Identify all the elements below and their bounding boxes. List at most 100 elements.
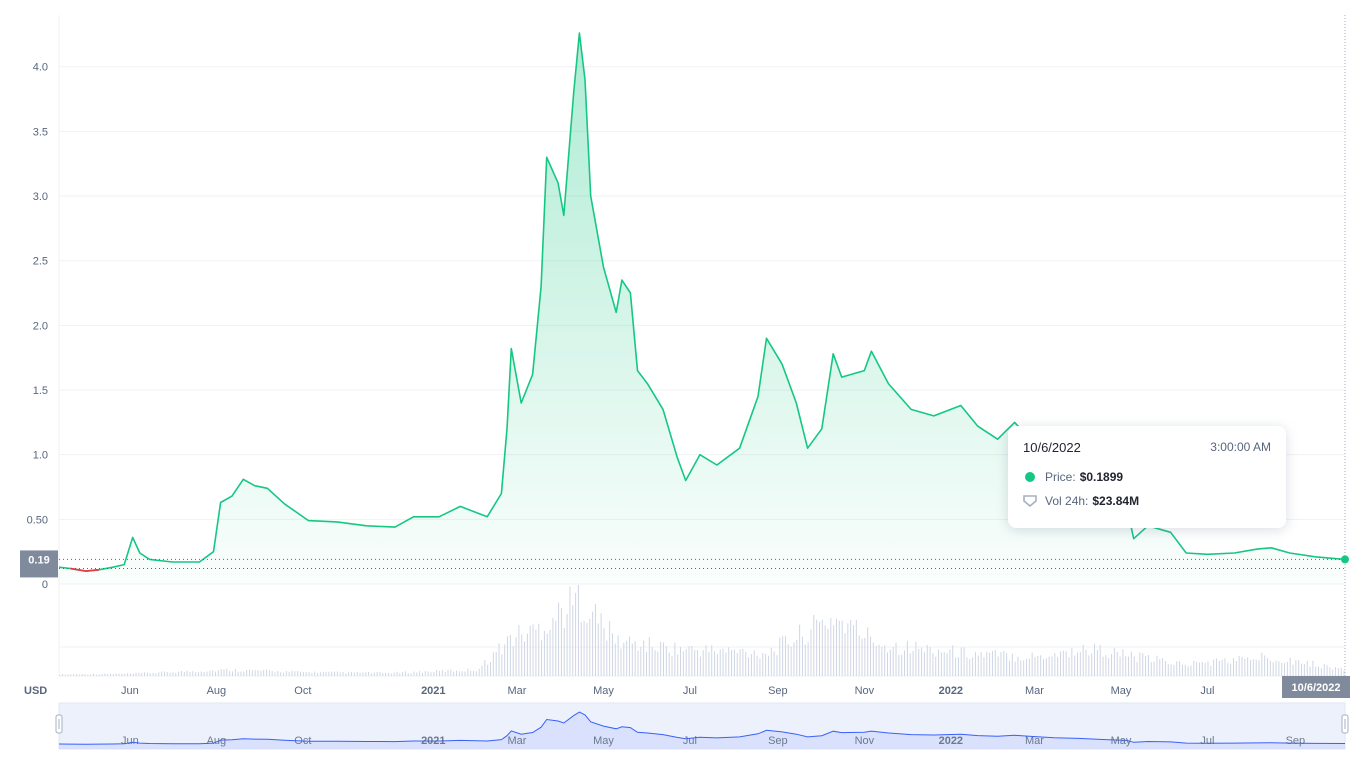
volume-bar xyxy=(640,646,642,676)
volume-bar xyxy=(308,672,310,676)
volume-bar xyxy=(254,670,256,676)
volume-bar xyxy=(283,672,285,676)
volume-bar xyxy=(685,649,687,676)
volume-bar xyxy=(498,643,500,676)
volume-bar xyxy=(750,654,752,676)
volume-bar xyxy=(827,628,829,676)
volume-bar xyxy=(251,670,253,676)
volume-bar xyxy=(895,642,897,676)
volume-bar xyxy=(319,672,321,676)
navigator[interactable]: Jun Aug Oct 2021 Mar May Jul Sep Nov 2022 Mar May Ju… xyxy=(55,702,1349,750)
navigator-tick-label: 2021 xyxy=(421,735,445,747)
volume-bar xyxy=(546,633,548,676)
volume-bar xyxy=(745,651,747,676)
volume-bar xyxy=(467,668,469,676)
volume-bar xyxy=(716,654,718,676)
volume-bar xyxy=(623,642,625,676)
volume-bar xyxy=(611,633,613,676)
volume-bar xyxy=(1085,649,1087,676)
volume-bar xyxy=(214,671,216,676)
volume-bar xyxy=(736,652,738,676)
volume-bar xyxy=(98,674,100,676)
volume-bar xyxy=(104,673,106,676)
volume-bar xyxy=(563,628,565,676)
volume-bar xyxy=(643,640,645,676)
volume-bar xyxy=(101,674,103,676)
volume-bar xyxy=(365,672,367,676)
volume-bar xyxy=(1028,658,1030,676)
volume-bar xyxy=(217,670,219,676)
volume-bar xyxy=(107,674,109,676)
volume-bar xyxy=(614,643,616,676)
volume-bar xyxy=(1201,662,1203,676)
volume-bar xyxy=(110,673,112,676)
current-price-dot xyxy=(1341,555,1349,564)
volume-bar xyxy=(1156,655,1158,676)
volume-bar xyxy=(722,648,724,676)
volume-bar xyxy=(447,669,449,676)
volume-bar xyxy=(1111,654,1113,676)
volume-bar xyxy=(1145,656,1147,676)
y-tick-label: 3.0 xyxy=(33,191,48,203)
volume-bar xyxy=(767,655,769,676)
volume-bar xyxy=(1170,664,1172,676)
volume-bar xyxy=(433,672,435,676)
volume-bar xyxy=(560,607,562,676)
volume-bar xyxy=(552,618,554,676)
volume-bar xyxy=(600,613,602,676)
volume-bar xyxy=(1289,657,1291,676)
volume-bar xyxy=(1196,661,1198,676)
volume-bar xyxy=(152,672,154,676)
volume-bar xyxy=(631,643,633,676)
volume-bar xyxy=(668,652,670,676)
volume-bar xyxy=(1320,668,1322,676)
volume-bar xyxy=(592,611,594,676)
volume-bar xyxy=(399,673,401,676)
volume-bar xyxy=(577,584,579,676)
volume-bar xyxy=(881,647,883,676)
volume-bar xyxy=(1255,659,1257,676)
navigator-tick-label: Jul xyxy=(1200,735,1214,747)
volume-bar xyxy=(1105,655,1107,676)
volume-bar xyxy=(586,623,588,676)
volume-bar xyxy=(473,671,475,676)
volume-bar xyxy=(969,659,971,676)
volume-bar xyxy=(850,619,852,676)
volume-bar xyxy=(1286,661,1288,676)
volume-bar xyxy=(867,627,869,676)
volume-bar xyxy=(166,672,168,676)
x-tick-label: Oct xyxy=(294,685,311,697)
volume-bar xyxy=(1204,662,1206,676)
volume-bar xyxy=(387,672,389,676)
volume-bar xyxy=(1142,653,1144,676)
volume-bar xyxy=(169,672,171,676)
volume-bar xyxy=(1082,644,1084,676)
volume-bar xyxy=(680,646,682,676)
volume-bar xyxy=(606,640,608,676)
volume-bar xyxy=(475,671,477,676)
volume-bar xyxy=(132,673,134,676)
volume-bar xyxy=(76,674,78,676)
volume-bar xyxy=(64,674,66,676)
volume-bar xyxy=(413,671,415,676)
x-tick-label: May xyxy=(593,685,614,697)
volume-bar xyxy=(572,605,574,676)
volume-bar xyxy=(115,673,117,676)
volume-bar xyxy=(1139,652,1141,676)
volume-bar xyxy=(212,670,214,676)
volume-bar xyxy=(197,672,199,676)
volume-bar xyxy=(209,670,211,676)
volume-bar xyxy=(231,671,233,676)
volume-bar xyxy=(974,652,976,676)
volume-bar xyxy=(702,650,704,676)
volume-bar xyxy=(1116,652,1118,676)
volume-bar xyxy=(697,649,699,676)
y-tick-label: 1.5 xyxy=(33,385,48,397)
volume-bar xyxy=(889,649,891,676)
volume-bar xyxy=(1119,656,1121,676)
volume-bar xyxy=(1077,652,1079,676)
volume-bar xyxy=(501,654,503,676)
volume-bar xyxy=(456,670,458,676)
